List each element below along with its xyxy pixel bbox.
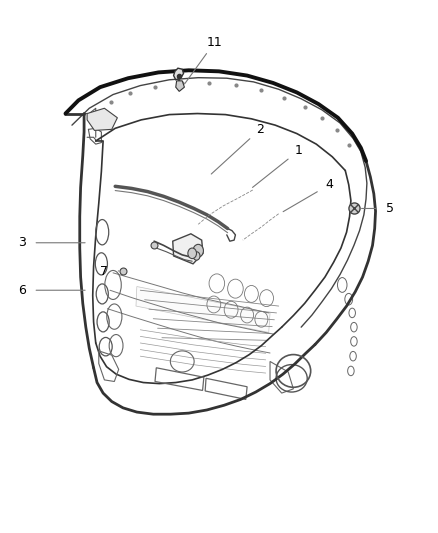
Text: 7: 7 [100,265,108,278]
Text: 11: 11 [207,36,223,49]
Polygon shape [87,108,117,131]
Circle shape [188,248,197,259]
Text: 5: 5 [386,202,394,215]
Text: 1: 1 [295,144,303,157]
Text: 3: 3 [18,236,26,249]
Text: 2: 2 [256,123,264,136]
Text: 6: 6 [18,284,26,297]
Text: 4: 4 [325,178,333,191]
Polygon shape [136,287,270,333]
Circle shape [193,252,200,260]
Polygon shape [173,68,184,80]
Circle shape [193,244,203,257]
Polygon shape [176,81,184,91]
Polygon shape [173,234,203,264]
